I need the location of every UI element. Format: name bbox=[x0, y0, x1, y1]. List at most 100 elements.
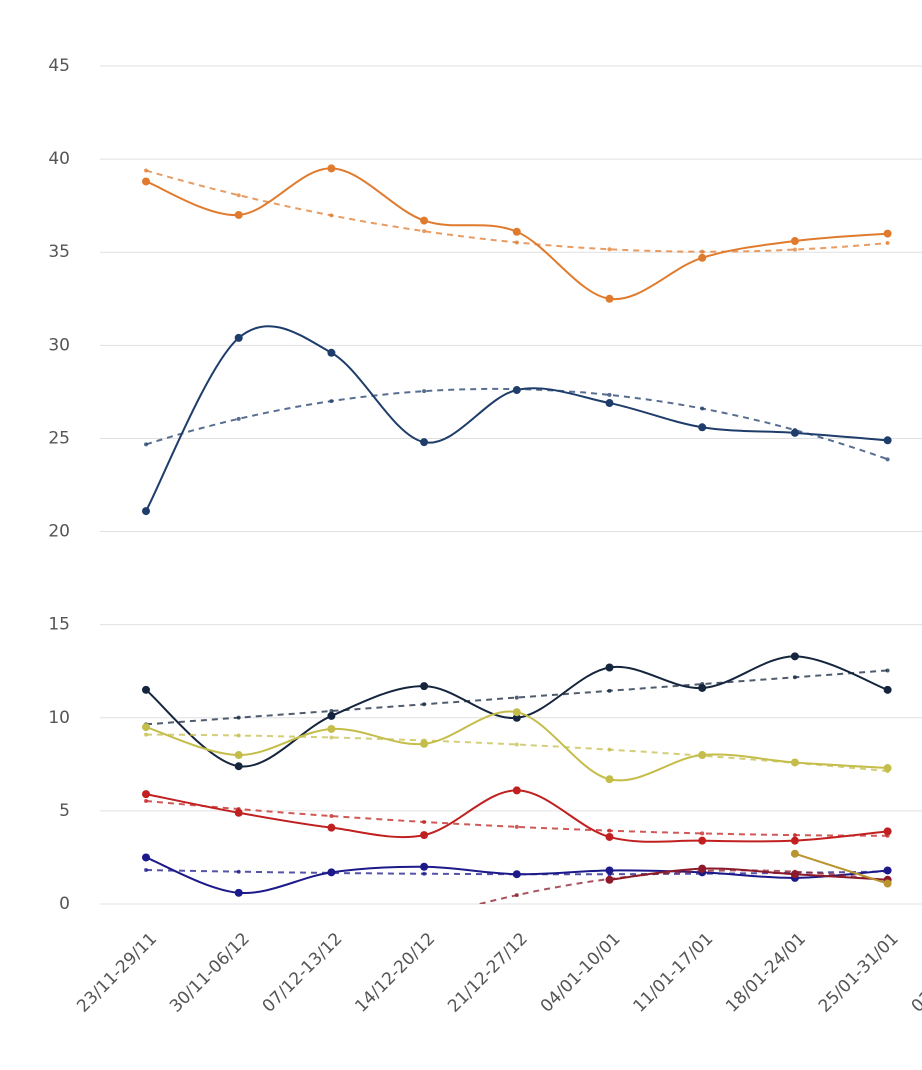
trend-dot bbox=[514, 824, 519, 829]
trend-dot bbox=[422, 389, 427, 394]
series-line bbox=[609, 867, 888, 881]
point bbox=[883, 866, 892, 875]
point bbox=[327, 164, 336, 173]
point bbox=[327, 711, 336, 720]
point bbox=[420, 739, 429, 748]
point bbox=[698, 751, 707, 760]
trend-dot bbox=[144, 168, 148, 173]
trend-dot bbox=[700, 406, 705, 411]
trend-dot bbox=[792, 675, 797, 680]
y-tick-label: 15 bbox=[48, 615, 70, 635]
y-tick-label: 45 bbox=[48, 56, 70, 76]
trend-dot bbox=[607, 747, 612, 752]
trend-dot bbox=[329, 213, 334, 218]
point bbox=[698, 836, 707, 845]
trendline bbox=[145, 669, 888, 726]
point bbox=[698, 423, 707, 432]
point bbox=[605, 775, 614, 784]
point bbox=[142, 507, 150, 516]
trend-dot bbox=[607, 247, 612, 252]
trendline bbox=[145, 800, 888, 837]
x-tick-label: 30/11-06/12 bbox=[166, 929, 254, 1017]
point bbox=[234, 210, 243, 219]
trend-dot bbox=[329, 399, 334, 404]
y-tick-label: 20 bbox=[48, 522, 70, 542]
point bbox=[512, 786, 521, 795]
point bbox=[883, 764, 892, 773]
y-tick-label: 25 bbox=[48, 428, 70, 448]
point bbox=[790, 849, 799, 858]
point bbox=[512, 713, 521, 722]
point bbox=[327, 868, 336, 877]
point bbox=[142, 790, 150, 799]
point bbox=[883, 229, 892, 238]
point bbox=[420, 216, 429, 225]
trend-dot bbox=[514, 695, 519, 700]
trend-dot bbox=[236, 733, 241, 738]
x-tick-label: 07/12-13/12 bbox=[259, 929, 347, 1017]
point bbox=[234, 333, 243, 342]
point bbox=[790, 758, 799, 767]
point bbox=[142, 723, 150, 732]
point bbox=[142, 853, 150, 862]
trend-dot bbox=[885, 241, 890, 246]
x-tick-label: 04/01-10/01 bbox=[537, 929, 625, 1017]
point bbox=[420, 831, 429, 840]
trendline bbox=[145, 169, 888, 253]
trend-dot bbox=[514, 893, 519, 898]
trend-dot bbox=[144, 868, 148, 873]
point bbox=[234, 751, 243, 760]
y-tick-label: 10 bbox=[48, 708, 70, 728]
trend-dot bbox=[700, 831, 705, 836]
trend-dot bbox=[700, 249, 705, 254]
point bbox=[234, 808, 243, 817]
point bbox=[142, 685, 150, 694]
point bbox=[883, 879, 892, 888]
trend-dot bbox=[144, 732, 148, 737]
series-line bbox=[794, 852, 888, 885]
trend-dot bbox=[514, 240, 519, 245]
trend-dot bbox=[607, 828, 612, 833]
point bbox=[512, 386, 521, 395]
point bbox=[605, 866, 614, 875]
trend-dot bbox=[236, 715, 241, 720]
point bbox=[790, 237, 799, 246]
trend-dot bbox=[885, 668, 890, 673]
point bbox=[605, 294, 614, 303]
point bbox=[142, 177, 150, 186]
trend-dot bbox=[422, 702, 427, 707]
trend-dot bbox=[792, 833, 797, 838]
trend-dot bbox=[607, 688, 612, 693]
trend-dot bbox=[144, 442, 148, 447]
trend-dot bbox=[885, 457, 890, 462]
point bbox=[883, 827, 892, 836]
point bbox=[512, 870, 521, 879]
point bbox=[790, 836, 799, 845]
trendline bbox=[145, 387, 888, 461]
y-tick-label: 40 bbox=[48, 149, 70, 169]
point bbox=[790, 428, 799, 437]
trend-dot bbox=[236, 416, 241, 421]
trend-dot bbox=[236, 869, 241, 874]
x-tick-label: 18/01-24/01 bbox=[722, 929, 810, 1017]
trend-dot bbox=[792, 247, 797, 252]
trend-dot bbox=[329, 708, 334, 713]
y-tick-label: 5 bbox=[59, 801, 70, 821]
point bbox=[883, 436, 892, 445]
point bbox=[790, 870, 799, 879]
point bbox=[327, 724, 336, 733]
trend-dot bbox=[607, 392, 612, 397]
point bbox=[420, 682, 429, 691]
point bbox=[512, 708, 521, 717]
trend-dot bbox=[329, 814, 334, 819]
point bbox=[234, 762, 243, 771]
x-tick-label: 23/11-29/11 bbox=[73, 929, 161, 1017]
trend-dot bbox=[329, 735, 334, 740]
point bbox=[327, 348, 336, 357]
trend-dot bbox=[422, 229, 427, 234]
x-tick-label: 01/02-07/02 bbox=[908, 929, 922, 1017]
point bbox=[234, 888, 243, 897]
trendline bbox=[146, 733, 888, 773]
trend-dot bbox=[422, 819, 427, 824]
